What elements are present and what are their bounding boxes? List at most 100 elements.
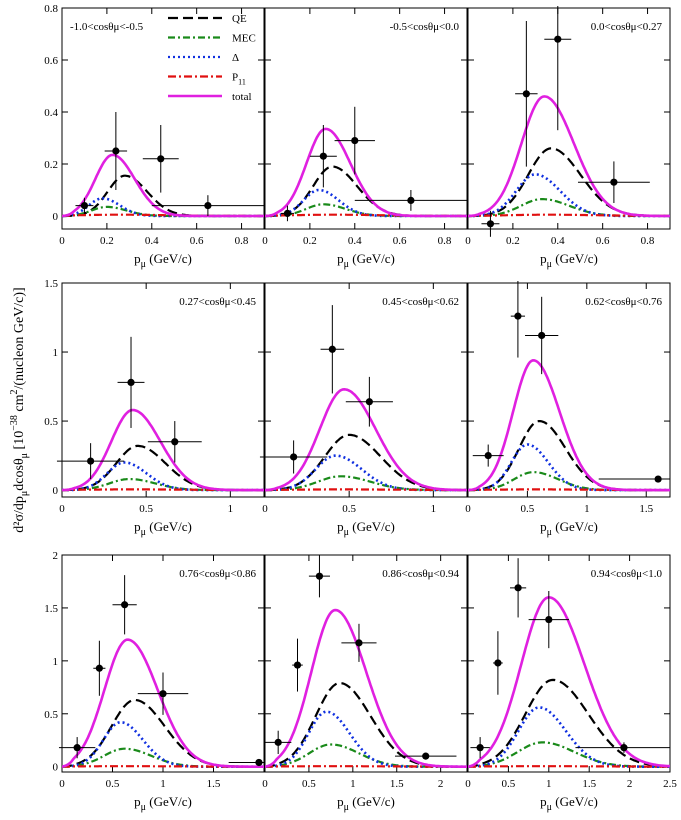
- legend-label: Δ: [232, 52, 239, 64]
- x-label-unit: (GeV/c): [552, 794, 598, 809]
- series-P11: [468, 213, 670, 218]
- y-tick-label: 1.5: [44, 603, 58, 615]
- panel-frame: [61, 554, 265, 773]
- data-point: [315, 572, 324, 580]
- x-tick-label: 1: [228, 503, 234, 515]
- y-tick-label: 0.5: [44, 416, 58, 428]
- panels-group: 0 0.2 0.4 0.6 0.8 0 0.2 0.4 0.6 0.8 -1.0<cosθμ<-0.…: [44, 3, 677, 813]
- curves: [62, 408, 264, 492]
- x-tick-label: 0.4: [551, 235, 565, 247]
- data-point: [283, 209, 292, 217]
- panel-title: 0.86<cosθμ<0.94: [382, 568, 459, 580]
- data-point: [171, 438, 179, 446]
- series-total: [265, 608, 467, 768]
- panel-frame: [264, 282, 468, 498]
- y-tick-label: 0.5: [44, 709, 58, 721]
- data-point: [121, 601, 129, 609]
- x-tick-label: 1.5: [639, 503, 653, 515]
- curves: [265, 608, 467, 768]
- data-point: [610, 178, 618, 186]
- y-label-part: dcosθ: [12, 458, 27, 491]
- panel-4: 0 0.5 1 0 0.5 1 1.5 0.27<cosθμ<0.45 pμ (GeV/c): [44, 278, 265, 538]
- y-label-part: −38: [9, 415, 20, 431]
- x-tick-label: 0.4: [145, 235, 159, 247]
- series-Δ: [468, 173, 670, 218]
- x-tick-label: 0: [262, 778, 268, 790]
- data-point: [157, 155, 165, 163]
- legend-text: QE: [232, 13, 247, 25]
- x-label-unit: (GeV/c): [146, 519, 192, 534]
- y-tick-label: 2: [53, 550, 59, 562]
- x-tick-label: 1: [160, 778, 166, 790]
- x-tick-label: 1: [546, 778, 552, 790]
- data-point: [620, 744, 628, 752]
- curves: [62, 153, 264, 218]
- y-label-part: μ: [19, 491, 30, 496]
- y-tick-label: 0.2: [44, 159, 58, 171]
- series-MEC: [62, 747, 264, 768]
- legend-sub: 11: [238, 78, 246, 87]
- x-tick-label: 1: [431, 503, 437, 515]
- x-label-main: p: [134, 251, 141, 266]
- data-point: [554, 35, 562, 43]
- x-tick-label: 0: [59, 235, 65, 247]
- panel-9: 0 0.5 1 1.5 2 2.5 0.94<cosθμ<1.0 pμ (GeV/c): [465, 554, 677, 813]
- series-P11: [265, 488, 467, 492]
- x-tick-label: 0: [59, 778, 65, 790]
- series-P11: [62, 765, 264, 768]
- y-label-part: μ: [19, 453, 30, 458]
- x-label-sub: μ: [141, 527, 146, 538]
- panel-7: 0 0.5 1 1.5 0 0.5 1 1.5 2 0.76<cosθμ<0.86 pμ (GeV/…: [44, 550, 265, 813]
- y-tick-label: 1.5: [44, 278, 58, 290]
- x-axis-label: pμ (GeV/c): [540, 519, 598, 538]
- data-point: [293, 661, 302, 669]
- data-point: [204, 202, 212, 210]
- x-axis-label: pμ (GeV/c): [540, 251, 598, 270]
- curves: [468, 595, 670, 768]
- x-tick-label: 0: [465, 778, 471, 790]
- x-label-unit: (GeV/c): [349, 519, 395, 534]
- y-tick-label: 0.4: [44, 107, 58, 119]
- x-label-main: p: [337, 519, 344, 534]
- legend-label: QE: [232, 13, 247, 25]
- data-point: [73, 744, 81, 752]
- data-point: [407, 196, 415, 204]
- x-tick-label: 0.8: [641, 235, 655, 247]
- x-label-sub: μ: [547, 802, 552, 813]
- series-Δ: [62, 721, 264, 768]
- x-axis-label: pμ (GeV/c): [337, 519, 395, 538]
- y-tick-label: 1: [53, 656, 59, 668]
- x-label-main: p: [540, 794, 547, 809]
- x-label-sub: μ: [344, 802, 349, 813]
- series-Δ: [265, 454, 467, 492]
- x-tick-label: 1.5: [582, 778, 596, 790]
- y-label-part: /(nucleon GeV/c)]: [12, 287, 27, 389]
- y-tick-label: 0.8: [44, 3, 58, 15]
- series-P11: [468, 765, 670, 768]
- x-tick-label: 0.6: [596, 235, 610, 247]
- x-tick-label: 0.5: [106, 778, 120, 790]
- data-point: [290, 453, 298, 461]
- panel-frame: [467, 7, 671, 230]
- panel-title: 0.0<cosθμ<0.27: [591, 21, 663, 33]
- panel-frame: [61, 7, 265, 230]
- x-tick-label: 0.6: [190, 235, 204, 247]
- y-tick-label: 1: [53, 347, 59, 359]
- y-label-part: cm: [12, 394, 27, 415]
- x-tick-label: 0.8: [438, 235, 452, 247]
- data-point: [159, 690, 167, 698]
- panel-frame: [264, 554, 468, 773]
- series-P11: [468, 488, 670, 492]
- data-point: [422, 752, 430, 760]
- data-point: [112, 147, 120, 155]
- data-point: [538, 331, 546, 340]
- data-point: [522, 90, 530, 98]
- data-point: [514, 584, 522, 592]
- x-label-sub: μ: [344, 259, 349, 270]
- x-label-main: p: [337, 251, 344, 266]
- data-point: [355, 639, 363, 647]
- panel-title: -1.0<cosθμ<-0.5: [70, 21, 144, 33]
- panel-2: 0 0.2 0.4 0.6 0.8 -0.5<cosθμ<0.0 pμ (GeV/c): [262, 7, 468, 270]
- x-label-main: p: [540, 519, 547, 534]
- y-label-part: d²σ/dp: [12, 496, 27, 533]
